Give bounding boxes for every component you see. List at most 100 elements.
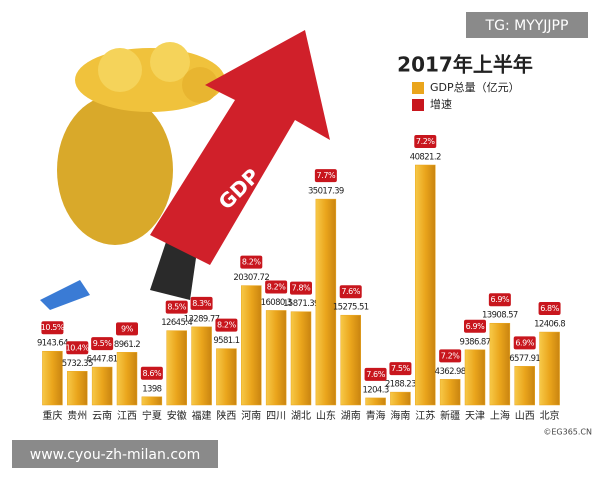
value-label: 15871.39 (283, 299, 319, 309)
bar (390, 391, 411, 406)
value-label: 9386.87 (460, 337, 491, 347)
footer-box (12, 440, 218, 468)
value-label: 40821.2 (410, 153, 441, 163)
growth-tag (389, 362, 412, 376)
bar (315, 198, 337, 406)
x-tick-label: 江西 (117, 410, 137, 422)
bar (67, 371, 88, 406)
growth-tag (215, 318, 238, 332)
value-label: 9143.64 (37, 339, 68, 349)
growth-tag (190, 296, 213, 310)
x-tick-label: 云南 (92, 409, 112, 422)
growth-tag (290, 281, 312, 295)
bar (464, 349, 486, 406)
bar (166, 330, 187, 406)
value-label: 9581.1 (213, 336, 239, 346)
growth-tag (464, 319, 486, 333)
growth-tag (265, 280, 288, 294)
growth-label: 6.9% (515, 338, 535, 347)
growth-tag (538, 302, 561, 316)
bar (265, 310, 287, 406)
growth-tag (439, 349, 462, 363)
x-tick-label: 北京 (540, 409, 560, 422)
growth-tag (314, 169, 337, 183)
bar (91, 366, 113, 406)
growth-tag (339, 285, 362, 299)
x-tick-label: 山东 (316, 409, 336, 422)
x-tick-label: 重庆 (42, 409, 62, 422)
growth-label: 8.2% (217, 321, 237, 330)
growth-label: 9% (121, 324, 134, 333)
credit: ©EG365.CN (543, 428, 592, 437)
x-tick-label: 福建 (192, 409, 212, 422)
value-label: 2188.23 (385, 380, 416, 390)
value-label: 1204.3 (362, 385, 388, 395)
growth-tag (116, 322, 138, 336)
growth-label: 9.5% (93, 339, 113, 348)
growth-label: 8.2% (267, 282, 287, 291)
growth-label: 7.7% (316, 171, 336, 180)
x-tick-label: 四川 (266, 411, 286, 422)
illustration (40, 30, 330, 310)
x-tick-label: 天津 (465, 410, 485, 422)
growth-tag (513, 336, 536, 350)
x-tick-label: 河南 (241, 409, 261, 422)
bar (241, 285, 262, 406)
value-label: 6577.91 (509, 354, 540, 364)
growth-tag (91, 337, 114, 351)
growth-label: 7.2% (416, 137, 436, 146)
value-label: 20307.72 (233, 273, 269, 283)
value-label: 6447.81 (87, 355, 118, 365)
x-tick-label: 宁夏 (142, 409, 162, 422)
legend-label: GDP总量（亿元） (430, 80, 520, 94)
x-tick-label: 山西 (515, 410, 535, 422)
bar (290, 311, 312, 406)
bar (141, 396, 163, 406)
value-label: 16080.3 (261, 298, 292, 308)
growth-tag (66, 341, 89, 355)
x-tick-label: 湖北 (291, 410, 311, 422)
footer-url: www.cyou-zh-milan.com (30, 447, 200, 463)
growth-label: 8.3% (192, 299, 212, 308)
value-label: 5732.35 (62, 359, 93, 369)
value-label: 13908.57 (482, 311, 518, 321)
x-tick-label: 上海 (490, 409, 510, 422)
value-label: 15275.51 (333, 303, 369, 313)
bar (116, 352, 138, 406)
value-label: 13289.77 (184, 314, 220, 324)
bar (415, 164, 436, 406)
chart-title: 2017年上半年 (397, 53, 533, 77)
value-label: 12645.4 (161, 318, 192, 328)
growth-label: 6.9% (466, 322, 486, 331)
bar (514, 366, 535, 406)
growth-label: 8.5% (167, 303, 187, 312)
value-label: 8961.2 (114, 340, 140, 350)
x-tick-label: 海南 (390, 409, 410, 422)
bar (539, 331, 560, 406)
growth-label: 7.2% (441, 351, 461, 360)
legend-swatch (412, 82, 424, 94)
x-tick-label: 新疆 (440, 409, 460, 422)
growth-label: 10.5% (41, 323, 65, 332)
growth-tag (140, 366, 163, 380)
value-label: 12406.8 (534, 320, 565, 330)
growth-label: 7.8% (292, 284, 312, 293)
watermark: TG: MYYJJPP (485, 18, 569, 34)
value-label: 4362.98 (435, 367, 466, 377)
x-tick-label: 江苏 (415, 409, 435, 422)
x-tick-label: 陕西 (216, 409, 236, 422)
growth-label: 7.5% (391, 364, 411, 373)
growth-tag (41, 321, 64, 335)
growth-label: 7.6% (366, 370, 386, 379)
bar (365, 397, 386, 406)
legend-label: 增速 (430, 97, 452, 111)
value-label: 35017.39 (308, 187, 344, 197)
bar (42, 350, 63, 406)
growth-tag (364, 367, 387, 381)
growth-label: 6.8% (540, 304, 560, 313)
legend-swatch (412, 99, 424, 111)
bar (340, 314, 361, 406)
growth-label: 8.2% (242, 258, 262, 267)
